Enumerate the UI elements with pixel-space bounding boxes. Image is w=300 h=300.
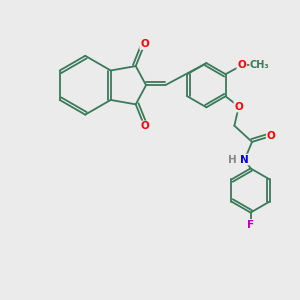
Text: O: O [140, 122, 149, 131]
Text: O: O [234, 102, 243, 112]
Text: O: O [237, 60, 246, 70]
Text: F: F [247, 220, 254, 230]
Text: H: H [228, 154, 236, 165]
Text: O: O [267, 131, 276, 141]
Text: O: O [140, 39, 149, 49]
Text: CH₃: CH₃ [250, 60, 270, 70]
Text: N: N [240, 154, 249, 165]
